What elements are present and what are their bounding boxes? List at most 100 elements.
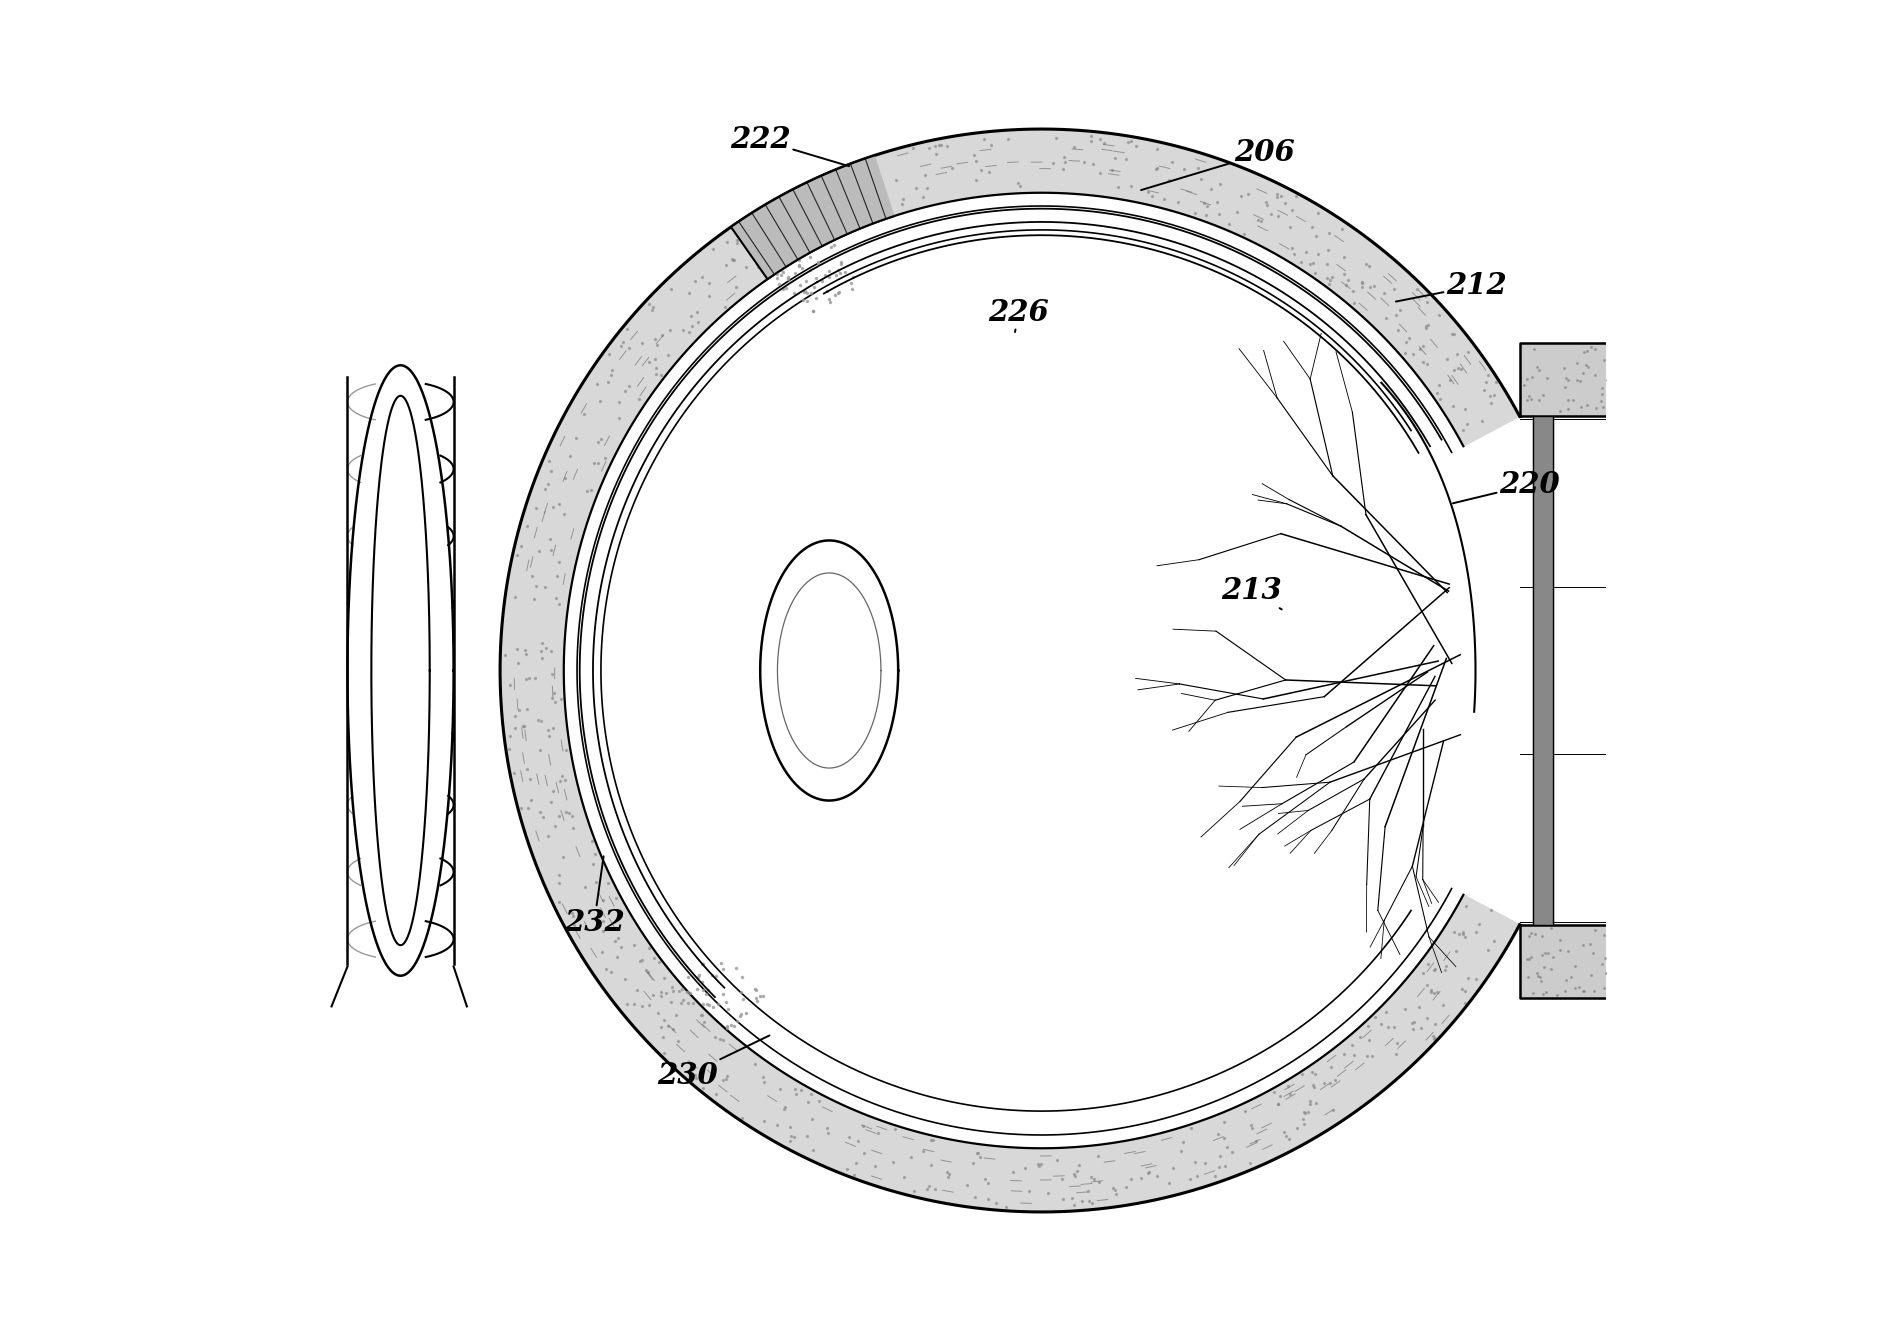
Point [637, 300, 667, 322]
Point [848, 1116, 878, 1137]
Point [1291, 241, 1321, 263]
Point [831, 211, 861, 232]
Point [1624, 929, 1654, 951]
Polygon shape [1520, 925, 1752, 998]
Point [1294, 1093, 1324, 1114]
Point [914, 1175, 944, 1196]
Point [543, 566, 573, 587]
Point [1270, 192, 1300, 213]
Point [1460, 968, 1490, 990]
Point [1665, 945, 1696, 967]
Point [797, 1140, 827, 1161]
Point [1692, 955, 1722, 976]
Point [1262, 205, 1292, 227]
Point [607, 902, 637, 924]
Point [1613, 983, 1643, 1004]
Point [827, 182, 857, 204]
Point [1217, 1141, 1247, 1163]
Point [1385, 299, 1415, 320]
Point [1451, 896, 1481, 917]
Point [1185, 168, 1215, 189]
Point [1268, 1121, 1298, 1143]
Point [495, 675, 526, 696]
Point [1532, 367, 1562, 389]
Point [712, 1066, 742, 1088]
Point [1042, 127, 1072, 149]
Point [1372, 307, 1402, 329]
Point [1520, 923, 1551, 944]
Point [1528, 983, 1558, 1004]
Point [1204, 204, 1234, 225]
Point [1157, 152, 1187, 173]
Point [1468, 410, 1498, 432]
Point [1166, 1140, 1196, 1161]
Point [650, 967, 680, 988]
Point [1633, 952, 1664, 974]
Point [1720, 370, 1750, 392]
Point [529, 477, 560, 499]
Point [838, 156, 869, 177]
Point [639, 947, 669, 968]
Point [1070, 152, 1100, 173]
Point [503, 544, 533, 566]
Point [688, 1077, 718, 1098]
Point [650, 1010, 680, 1031]
Point [1515, 388, 1545, 409]
Point [1567, 933, 1598, 955]
Point [748, 1110, 778, 1132]
Point [1074, 1189, 1104, 1211]
Point [633, 294, 663, 315]
Point [1419, 959, 1449, 980]
Point [1635, 968, 1665, 990]
Point [674, 322, 705, 343]
Point [1552, 398, 1583, 420]
Point [1317, 266, 1347, 287]
Point [1398, 1012, 1428, 1034]
Point [1475, 900, 1505, 921]
Point [1713, 398, 1743, 420]
Point [514, 666, 544, 688]
Point [722, 229, 752, 251]
Point [914, 138, 944, 160]
Point [1713, 951, 1743, 972]
Point [710, 296, 740, 318]
Point [1402, 278, 1432, 299]
Point [1196, 178, 1226, 200]
Point [1200, 1165, 1230, 1187]
Point [544, 892, 575, 913]
Point [972, 1172, 1002, 1193]
Point [588, 941, 618, 963]
Point [1437, 396, 1468, 417]
Point [1724, 982, 1754, 1003]
Point [1713, 968, 1743, 990]
Point [656, 279, 686, 300]
Point [731, 256, 761, 278]
Point [1048, 1188, 1078, 1210]
Point [1243, 209, 1274, 231]
Point [577, 479, 607, 500]
Point [899, 137, 929, 158]
Point [1142, 158, 1172, 180]
Point [569, 402, 599, 424]
Point [573, 480, 603, 502]
Point [1360, 1007, 1390, 1029]
Point [767, 220, 797, 241]
Point [577, 830, 607, 852]
Point [1577, 337, 1607, 358]
Point [727, 1108, 757, 1129]
Point [1096, 160, 1127, 181]
Point [507, 716, 537, 738]
Point [1620, 384, 1650, 405]
Point [1522, 966, 1552, 987]
Point [850, 1143, 880, 1164]
Point [710, 1069, 740, 1090]
Point [1562, 369, 1592, 390]
Point [1300, 1077, 1330, 1098]
Point [1716, 361, 1746, 382]
Point [512, 515, 543, 536]
Point [1581, 397, 1611, 418]
Point [820, 174, 850, 196]
Point [1694, 939, 1724, 960]
Point [690, 1011, 720, 1033]
Point [582, 432, 612, 453]
